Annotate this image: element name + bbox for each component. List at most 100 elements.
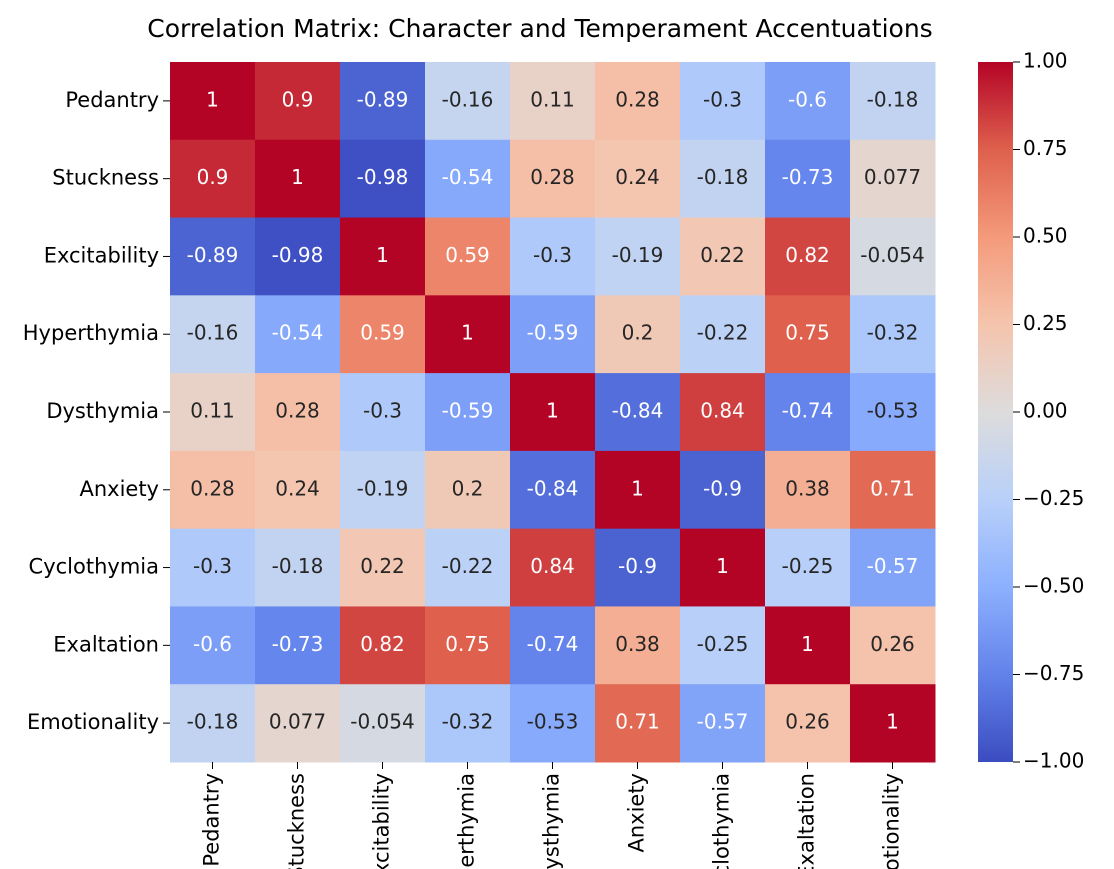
cell-label: -0.054 bbox=[860, 243, 924, 267]
cell-label: -0.57 bbox=[697, 710, 749, 734]
cell-label: 0.82 bbox=[360, 632, 405, 656]
heatmap-cell bbox=[510, 528, 596, 607]
cell-label: 0.75 bbox=[785, 321, 830, 345]
cell-label: 1 bbox=[801, 632, 814, 656]
colorbar-tick-label: −0.25 bbox=[1023, 486, 1084, 510]
heatmap-cell bbox=[850, 139, 936, 219]
colorbar-tick-label: −0.50 bbox=[1023, 574, 1084, 598]
cell-label: 0.9 bbox=[197, 165, 229, 189]
colorbar-tick-label: 0.00 bbox=[1023, 399, 1068, 423]
heatmap-cell bbox=[595, 528, 681, 607]
heatmap-cell bbox=[765, 373, 851, 452]
cell-label: -0.57 bbox=[867, 554, 919, 578]
cell-label: -0.3 bbox=[533, 243, 572, 267]
cell-label: 0.26 bbox=[870, 632, 915, 656]
cell-label: -0.98 bbox=[357, 165, 409, 189]
cell-label: -0.18 bbox=[697, 165, 749, 189]
heatmap-cell bbox=[255, 295, 341, 374]
cell-label: 1 bbox=[291, 165, 304, 189]
y-tick-label: Anxiety bbox=[79, 477, 159, 501]
heatmap-cell bbox=[680, 139, 766, 219]
heatmap-cell bbox=[595, 373, 681, 452]
heatmap-cell bbox=[255, 684, 341, 763]
cell-label: -0.9 bbox=[703, 476, 742, 500]
heatmap-cell bbox=[510, 450, 596, 530]
heatmap-cell bbox=[510, 295, 596, 374]
heatmap-cell bbox=[170, 373, 256, 452]
cell-label: -0.32 bbox=[867, 321, 919, 345]
x-tick-label: Dysthymia bbox=[540, 773, 564, 869]
cell-label: -0.53 bbox=[527, 710, 579, 734]
heatmap-cell bbox=[595, 295, 681, 374]
cell-label: -0.18 bbox=[272, 554, 324, 578]
cell-label: 0.2 bbox=[622, 321, 654, 345]
cell-label: -0.3 bbox=[193, 554, 232, 578]
cell-label: 0.28 bbox=[275, 399, 320, 423]
heatmap-cell bbox=[510, 217, 596, 296]
y-tick-label: Emotionality bbox=[27, 710, 159, 734]
cell-label: -0.89 bbox=[187, 243, 239, 267]
cell-label: -0.89 bbox=[357, 87, 409, 111]
cell-label: 1 bbox=[716, 554, 729, 578]
cell-label: 1 bbox=[631, 476, 644, 500]
heatmap-cell bbox=[170, 139, 256, 219]
colorbar-tick-label: −0.75 bbox=[1023, 661, 1084, 685]
colorbar-tick-label: −1.00 bbox=[1023, 749, 1084, 773]
heatmap-cell bbox=[255, 606, 341, 685]
y-tick-label: Hyperthymia bbox=[23, 321, 159, 345]
heatmap-cell bbox=[340, 295, 426, 374]
cell-label: 1 bbox=[461, 321, 474, 345]
cell-label: -0.53 bbox=[867, 399, 919, 423]
y-tick-label: Excitability bbox=[44, 243, 159, 267]
cell-label: 0.71 bbox=[615, 710, 660, 734]
cell-label: -0.74 bbox=[527, 632, 579, 656]
cell-label: -0.18 bbox=[187, 710, 239, 734]
cell-label: 0.26 bbox=[785, 710, 830, 734]
cell-label: -0.74 bbox=[782, 399, 834, 423]
x-tick-label: Stuckness bbox=[285, 773, 309, 869]
heatmap-cell bbox=[425, 450, 511, 530]
heatmap-cell bbox=[765, 528, 851, 607]
colorbar-tick-label: 0.25 bbox=[1023, 311, 1068, 335]
heatmap-cell bbox=[680, 606, 766, 685]
cell-label: -0.3 bbox=[363, 399, 402, 423]
cell-label: -0.98 bbox=[272, 243, 324, 267]
heatmap-cell bbox=[595, 684, 681, 763]
cell-label: 1 bbox=[546, 399, 559, 423]
cell-label: -0.59 bbox=[442, 399, 494, 423]
x-tick-label: Emotionality bbox=[880, 773, 904, 869]
cell-label: -0.25 bbox=[782, 554, 834, 578]
heatmap-cell bbox=[850, 528, 936, 607]
heatmap-cell bbox=[170, 684, 256, 763]
cell-label: 0.75 bbox=[445, 632, 490, 656]
heatmap-cell bbox=[340, 606, 426, 685]
x-tick-label: Exaltation bbox=[795, 773, 819, 869]
x-tick-label: Excitability bbox=[370, 773, 394, 869]
cell-label: 1 bbox=[886, 710, 899, 734]
heatmap-cell bbox=[425, 373, 511, 452]
x-tick-label: Cyclothymia bbox=[710, 773, 734, 869]
y-tick-label: Dysthymia bbox=[46, 399, 159, 423]
heatmap-cell bbox=[765, 62, 851, 141]
cell-label: -0.054 bbox=[350, 710, 414, 734]
heatmap-cell bbox=[255, 62, 341, 141]
heatmap-cell bbox=[425, 528, 511, 607]
cell-label: 0.84 bbox=[700, 399, 745, 423]
heatmap-cell bbox=[595, 139, 681, 219]
heatmap-cell bbox=[425, 606, 511, 685]
x-tick-label: Pedantry bbox=[200, 773, 224, 867]
cell-label: 0.28 bbox=[530, 165, 575, 189]
heatmap-cell bbox=[425, 217, 511, 296]
cell-label: -0.73 bbox=[272, 632, 324, 656]
heatmap-cell bbox=[340, 528, 426, 607]
heatmap-cell bbox=[255, 373, 341, 452]
heatmap-cell bbox=[340, 217, 426, 296]
heatmap-cell bbox=[850, 217, 936, 296]
cell-label: -0.32 bbox=[442, 710, 494, 734]
cell-label: -0.6 bbox=[193, 632, 232, 656]
colorbar-tick-label: 0.50 bbox=[1023, 224, 1068, 248]
heatmap-cell bbox=[425, 62, 511, 141]
cell-label: -0.59 bbox=[527, 321, 579, 345]
cell-label: 0.59 bbox=[360, 321, 405, 345]
heatmap-cell bbox=[680, 373, 766, 452]
